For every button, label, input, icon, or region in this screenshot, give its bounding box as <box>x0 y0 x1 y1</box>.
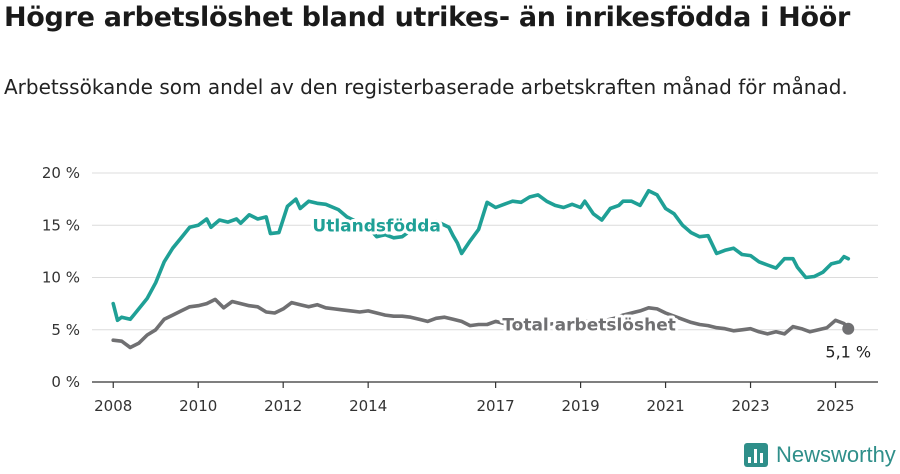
series-label-halo: Utlandsfödda <box>312 216 441 236</box>
chart-subtitle: Arbetssökande som andel av den registerb… <box>4 75 848 99</box>
brand-logo: Newsworthy <box>744 442 896 468</box>
y-tick-label: 5 % <box>51 321 80 339</box>
grid-lines <box>92 172 878 331</box>
series-label-total: Total arbetslöshet <box>502 316 676 336</box>
x-tick-label: 2008 <box>94 397 132 415</box>
series-label-foreign: Utlandsfödda <box>312 216 441 236</box>
annotations: 5,1 % <box>825 322 871 362</box>
end-value-label: 5,1 % <box>825 343 871 362</box>
x-axis: 2008 2010 2012 2014 2017 2019 2021 2023 2025 <box>92 381 878 415</box>
y-tick-label: 10 % <box>42 269 80 287</box>
x-tick-label: 2014 <box>349 397 387 415</box>
x-tick-label: 2012 <box>264 397 302 415</box>
x-tick-label: 2025 <box>816 397 854 415</box>
series-line-total <box>111 297 851 350</box>
series-label-halo: Total arbetslöshet <box>502 316 676 336</box>
brand-name: Newsworthy <box>776 442 896 467</box>
chart-title: Högre arbetslöshet bland utrikes- än inr… <box>4 2 850 33</box>
newsworthy-logo-icon <box>744 443 768 467</box>
y-tick-label: 15 % <box>42 216 80 234</box>
y-tick-label: 20 % <box>42 164 80 182</box>
end-point-marker <box>842 322 855 335</box>
x-tick-label: 2023 <box>731 397 769 415</box>
series-line-foreign <box>111 189 851 323</box>
y-axis-labels: 0 % 5 % 10 % 15 % 20 % <box>42 164 80 391</box>
x-tick-label: 2010 <box>179 397 217 415</box>
x-tick-label: 2021 <box>646 397 684 415</box>
x-tick-label: 2019 <box>562 397 600 415</box>
x-tick-label: 2017 <box>477 397 515 415</box>
series-lines <box>111 189 851 350</box>
y-tick-label: 0 % <box>51 373 80 391</box>
